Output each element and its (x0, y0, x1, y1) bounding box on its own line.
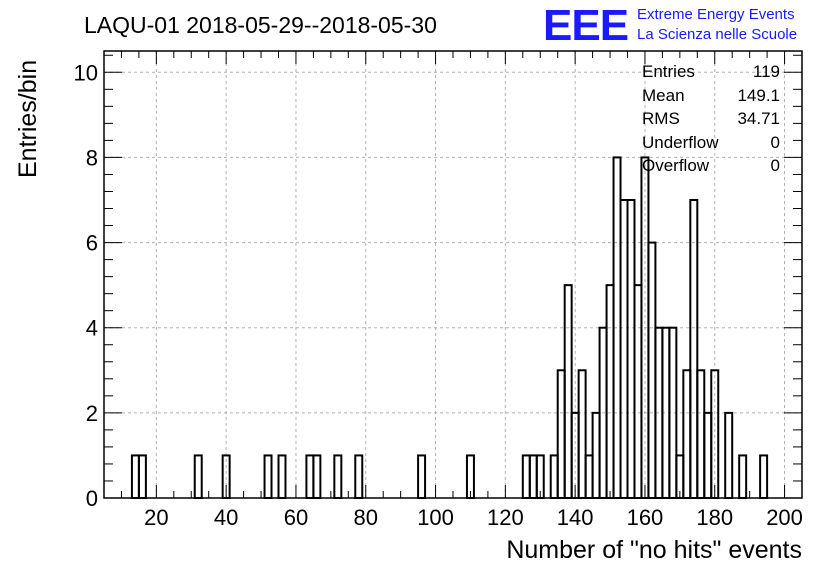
axis-ticks (104, 51, 803, 499)
x-tick-label: 180 (696, 505, 733, 530)
histogram-bar (626, 199, 636, 499)
y-tick-label: 10 (74, 60, 98, 85)
stats-row-mean: Mean 149.1 (642, 84, 780, 108)
stats-value: 119 (752, 62, 780, 81)
histogram-bar (759, 454, 769, 499)
histogram-bar (193, 454, 203, 499)
histogram-bar (556, 369, 566, 499)
grid-lines (104, 51, 802, 498)
stats-value: 0 (770, 156, 780, 175)
x-axis-label: Number of "no hits" events (506, 536, 802, 564)
stats-row-overflow: Overflow 0 (642, 154, 780, 178)
x-tick-label: 60 (284, 505, 308, 530)
stats-label: Overflow (642, 156, 710, 175)
histogram-bar (549, 454, 559, 499)
y-tick-label: 0 (86, 486, 98, 511)
y-tick-label: 6 (86, 231, 98, 256)
stats-label: Underflow (642, 132, 719, 152)
histogram-bar (703, 411, 713, 500)
histogram-bar (354, 454, 364, 499)
stats-value: 34.71 (737, 109, 780, 128)
histogram-bar (682, 369, 692, 499)
histogram-bar (738, 454, 748, 499)
histogram-bar (577, 369, 587, 499)
x-tick-label: 160 (627, 505, 664, 530)
x-tick-label: 200 (766, 505, 803, 530)
histogram-bar (130, 454, 140, 499)
histogram-bar (312, 454, 322, 499)
x-tick-label: 20 (144, 505, 168, 530)
histogram-bar (633, 284, 643, 499)
x-tick-label: 120 (487, 505, 524, 530)
axis-tick-labels: 20 40 60 80 100 120 140 160 180 200 0 2 4 6 8 10 (74, 60, 803, 530)
histogram-bar (689, 199, 699, 499)
histogram-bars (130, 156, 769, 500)
y-tick-label: 2 (86, 401, 98, 426)
histogram-bar (528, 454, 538, 499)
stats-value: 149.1 (737, 85, 780, 105)
eee-logo: EEE (543, 1, 629, 50)
y-tick-label: 4 (86, 316, 98, 341)
logo-line-2: La Scienza nelle Scuole (637, 26, 798, 43)
histogram-bar (563, 284, 573, 499)
histogram-bar (605, 284, 615, 499)
histogram-bar (619, 199, 629, 499)
stats-row-rms: RMS 34.71 (642, 107, 780, 131)
stats-label: RMS (642, 109, 680, 128)
histogram-bar (591, 411, 601, 500)
x-tick-label: 140 (557, 505, 594, 530)
stats-row-entries: Entries 119 (642, 60, 780, 84)
y-tick-label: 8 (86, 145, 98, 170)
stats-label: Entries (642, 62, 695, 81)
x-tick-label: 40 (214, 505, 238, 530)
histogram-bar (277, 454, 287, 499)
x-tick-label: 80 (354, 505, 378, 530)
histogram-bar (521, 454, 531, 499)
stats-value: 0 (770, 132, 780, 152)
stats-label: Mean (642, 85, 685, 105)
stats-box: Entries 119 Mean 149.1 RMS 34.71 Underfl… (642, 60, 780, 178)
histogram-bar (647, 241, 657, 499)
histogram-bar (724, 411, 734, 500)
logo-line-1: Extreme Energy Events (637, 6, 795, 23)
histogram-bar (584, 454, 594, 499)
chart-title: LAQU-01 2018-05-29--2018-05-30 (84, 12, 437, 38)
histogram-bar (137, 454, 147, 499)
histogram-bar (263, 454, 273, 499)
x-tick-label: 100 (417, 505, 454, 530)
stats-row-underflow: Underflow 0 (642, 131, 780, 155)
histogram-bar (333, 454, 343, 499)
y-axis-label: Entries/bin (14, 59, 42, 178)
histogram-bar (305, 454, 315, 499)
histogram-bar (696, 369, 706, 499)
histogram-bar (417, 454, 427, 499)
